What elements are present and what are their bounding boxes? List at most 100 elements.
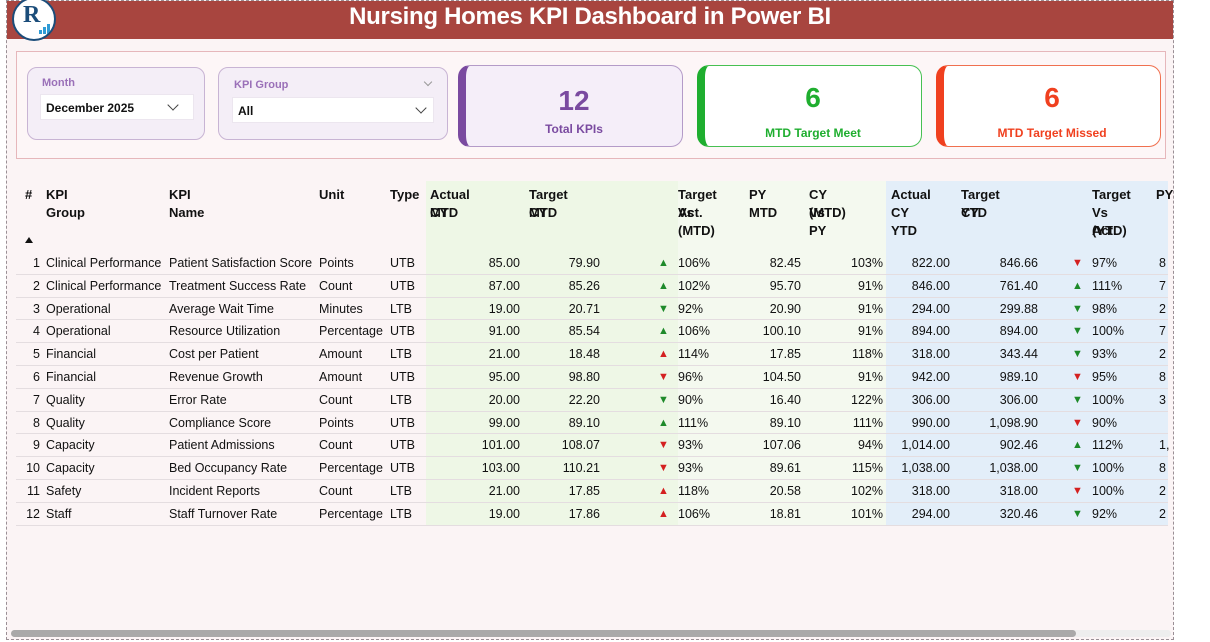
month-slicer-label: Month: [42, 77, 75, 89]
kpi-name-cell: Compliance Score: [169, 415, 272, 430]
kpi-name-cell: Cost per Patient: [169, 347, 259, 362]
row-number: 11: [27, 484, 40, 498]
mtd-status-arrow-icon: ▲: [658, 485, 669, 497]
row-number: 9: [33, 438, 40, 453]
row-number: 3: [33, 301, 40, 316]
total-kpis-card: 12 Total KPIs: [458, 65, 683, 147]
unit-cell: Count: [319, 438, 353, 453]
unit-cell: Percentage: [319, 461, 383, 476]
cy-vs-py-mtd-cell: 111%: [852, 415, 883, 430]
unit-cell: Amount: [319, 370, 363, 384]
target-vs-act-mtd-cell: 92%: [678, 301, 704, 316]
page-title: Nursing Homes KPI Dashboard in Power BI: [349, 3, 831, 30]
actual-cy-mtd-cell: 21.00: [488, 484, 520, 498]
kpi-group-slicer[interactable]: KPI Group All: [218, 67, 448, 140]
col-header-type[interactable]: Type: [390, 187, 420, 202]
target-cy-mtd-cell: 18.48: [568, 347, 600, 362]
target-cy-ytd-cell: 894.00: [999, 324, 1038, 339]
mtd-status-arrow-icon: ▲: [658, 257, 669, 269]
cy-vs-py-mtd-cell: 91%: [857, 301, 883, 316]
ytd-status-arrow-icon: ▼: [1072, 348, 1083, 361]
py-ytd-cell-truncated: 7: [1159, 278, 1166, 293]
kpi-group-cell: Quality: [46, 415, 85, 430]
target-vs-act-ytd-cell: 92%: [1092, 506, 1118, 521]
target-vs-act-ytd-cell: 93%: [1092, 347, 1118, 362]
unit-cell: Minutes: [319, 301, 363, 316]
row-number: 4: [33, 324, 40, 339]
target-cy-mtd-cell: 89.10: [568, 415, 600, 430]
chevron-down-icon[interactable]: [415, 102, 427, 114]
type-cell: UTB: [390, 256, 415, 270]
target-vs-act-mtd-cell: 111%: [678, 415, 709, 430]
col-header-cy-vs-py[interactable]: CY Vs PY: [809, 187, 827, 238]
col-header-actual-cy-ytd-line2[interactable]: CY YTD: [891, 205, 917, 238]
sort-ascending-icon[interactable]: [25, 237, 33, 243]
kpi-group-cell: Operational: [46, 301, 111, 316]
actual-cy-mtd-cell: 99.00: [488, 415, 520, 430]
kpi-name-cell: Treatment Success Rate: [169, 278, 307, 293]
py-ytd-cell-truncated: 1,: [1159, 438, 1170, 453]
col-header-actual-cy-mtd[interactable]: Actual CY: [430, 187, 470, 220]
row-divider: [16, 524, 1168, 526]
col-header-target-vs-act-mtd-line2[interactable]: Act.: [678, 205, 703, 220]
col-header-target-vs-act-ytd-line3[interactable]: (YTD): [1092, 223, 1127, 238]
ytd-status-arrow-icon: ▲: [1072, 439, 1083, 452]
collapse-chevron-icon[interactable]: [423, 77, 433, 87]
col-header-kpi-name[interactable]: KPI Name: [169, 187, 205, 220]
kpi-group-cell: Capacity: [46, 461, 95, 476]
mtd-status-arrow-icon: ▼: [658, 393, 669, 406]
kpi-group-cell: Financial: [46, 370, 97, 384]
target-cy-mtd-cell: 79.90: [568, 256, 600, 270]
col-header-target-cy-mtd[interactable]: Target CY: [529, 187, 568, 220]
col-header-target-cy-ytd-line2[interactable]: YTD: [961, 205, 987, 220]
month-slicer[interactable]: Month December 2025: [27, 67, 205, 140]
mtd-status-arrow-icon: ▲: [658, 279, 669, 292]
col-header-target-cy-mtd-line2[interactable]: MTD: [529, 205, 558, 220]
horizontal-scrollbar-thumb[interactable]: [11, 630, 1076, 637]
col-header-target-vs-act-ytd-line2[interactable]: Vs Act.: [1092, 205, 1117, 238]
col-header-unit[interactable]: Unit: [319, 187, 345, 202]
actual-cy-mtd-cell: 95.00: [488, 370, 520, 384]
kpi-name-cell: Bed Occupancy Rate: [169, 461, 288, 476]
col-header-kpi-group[interactable]: KPI Group: [46, 187, 85, 220]
actual-cy-mtd-cell: 103.00: [481, 461, 520, 476]
col-header-target-vs-act-ytd[interactable]: Target: [1092, 187, 1131, 202]
col-header-cy-vs-py-line2[interactable]: (MTD): [809, 205, 846, 220]
target-vs-act-mtd-cell: 90%: [678, 392, 704, 407]
col-header-number[interactable]: #: [25, 187, 33, 202]
month-dropdown[interactable]: December 2025: [40, 94, 194, 120]
target-vs-act-mtd-cell: 106%: [678, 256, 710, 270]
kpi-group-slicer-label: KPI Group: [234, 79, 289, 91]
kpi-name-cell: Patient Satisfaction Score: [169, 256, 313, 270]
target-cy-ytd-cell: 902.46: [999, 438, 1038, 453]
unit-cell: Points: [319, 256, 354, 270]
target-vs-act-mtd-cell: 93%: [678, 461, 704, 476]
actual-cy-ytd-cell: 846.00: [911, 278, 950, 293]
kpi-group-cell: Quality: [46, 392, 85, 407]
type-cell: UTB: [390, 278, 415, 293]
chevron-down-icon[interactable]: [167, 99, 179, 111]
py-mtd-cell: 107.06: [762, 438, 801, 453]
actual-cy-ytd-cell: 1,038.00: [901, 461, 950, 476]
row-divider: [16, 410, 1168, 412]
col-header-target-cy-ytd[interactable]: Target CY: [961, 187, 1000, 220]
target-vs-act-ytd-cell: 111%: [1092, 278, 1123, 293]
py-ytd-cell-truncated: 3: [1159, 392, 1166, 407]
row-divider: [16, 433, 1168, 435]
col-header-target-vs-act-mtd[interactable]: Target Vs: [678, 187, 717, 220]
py-ytd-cell-truncated: 2: [1159, 484, 1166, 498]
col-header-actual-cy-ytd[interactable]: Actual: [891, 187, 931, 202]
cy-vs-py-mtd-cell: 102%: [851, 484, 883, 498]
target-vs-act-ytd-cell: 90%: [1092, 415, 1118, 430]
py-ytd-cell-truncated: 2: [1159, 301, 1166, 316]
actual-cy-mtd-cell: 21.00: [488, 347, 520, 362]
col-header-py-ytd-truncated[interactable]: PY: [1156, 187, 1174, 202]
total-kpis-label: Total KPIs: [545, 122, 603, 136]
col-header-actual-cy-mtd-line2[interactable]: MTD: [430, 205, 459, 220]
unit-cell: Percentage: [319, 506, 383, 521]
col-header-target-vs-act-mtd-line3[interactable]: (MTD): [678, 223, 715, 238]
kpi-group-dropdown[interactable]: All: [232, 97, 434, 123]
target-cy-mtd-cell: 85.26: [568, 278, 600, 293]
cy-vs-py-mtd-cell: 91%: [857, 370, 883, 384]
col-header-py-mtd[interactable]: PY MTD: [749, 187, 778, 220]
